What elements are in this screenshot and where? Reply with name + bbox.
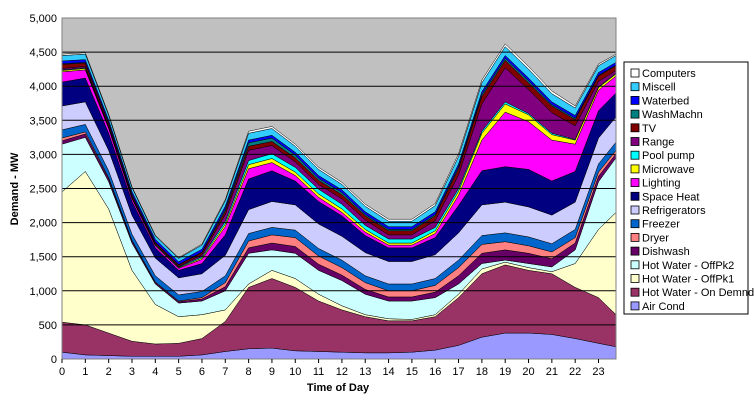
legend-swatch	[630, 137, 640, 146]
legend-swatch	[630, 246, 640, 256]
y-tick-label: 2,000	[29, 218, 57, 230]
y-tick-label: 4,500	[29, 47, 57, 59]
legend-label: Waterbed	[642, 95, 689, 107]
legend-swatch	[630, 301, 640, 311]
x-tick-label: 23	[592, 366, 604, 378]
y-tick-label: 500	[39, 320, 57, 332]
x-tick-label: 10	[289, 366, 301, 378]
x-tick-label: 8	[246, 366, 252, 378]
legend-swatch	[630, 109, 640, 119]
y-tick-label: 0	[51, 354, 57, 366]
legend-swatch	[630, 205, 640, 215]
legend-swatch	[630, 164, 640, 174]
legend-swatch	[630, 232, 640, 242]
x-tick-label: 3	[129, 366, 135, 378]
legend-label: Refrigerators	[642, 205, 706, 217]
x-tick-label: 4	[152, 366, 158, 378]
legend-label: Air Cond	[642, 301, 685, 313]
x-axis-title: Time of Day	[307, 382, 370, 394]
x-tick-label: 11	[313, 366, 324, 378]
legend-swatch	[630, 82, 640, 92]
legend-label: Space Heat	[642, 191, 699, 203]
legend-swatch	[630, 274, 640, 283]
x-tick-label: 5	[176, 366, 182, 378]
x-tick-label: 7	[222, 366, 228, 378]
y-tick-label: 2,500	[29, 184, 57, 196]
y-tick-label: 4,000	[29, 81, 57, 93]
legend-label: Lighting	[642, 178, 681, 190]
legend-label: WashMachn	[642, 109, 703, 121]
legend	[623, 61, 749, 315]
x-tick-label: 1	[82, 366, 88, 378]
legend-label: Range	[642, 137, 674, 149]
x-tick-label: 6	[199, 366, 205, 378]
legend-label: Hot Water - On Demnd	[642, 287, 754, 299]
legend-swatch	[630, 191, 640, 201]
x-tick-label: 18	[476, 366, 488, 378]
x-tick-label: 19	[499, 366, 511, 378]
x-tick-label: 21	[546, 366, 558, 378]
legend-label: Freezer	[642, 219, 680, 231]
legend-label: Dryer	[642, 232, 669, 244]
legend-swatch	[630, 287, 640, 297]
x-tick-label: 22	[569, 366, 581, 378]
legend-swatch	[630, 123, 640, 133]
x-tick-label: 9	[269, 366, 275, 378]
legend-label: Miscell	[642, 82, 676, 94]
legend-label: Hot Water - OffPk1	[642, 274, 734, 286]
x-tick-label: 2	[106, 366, 112, 378]
y-tick-label: 3,000	[29, 149, 57, 161]
y-tick-label: 5,000	[29, 13, 57, 25]
y-tick-label: 1,500	[29, 252, 57, 264]
legend-swatch	[630, 150, 640, 160]
x-tick-label: 0	[59, 366, 65, 378]
x-tick-label: 12	[336, 366, 348, 378]
y-tick-label: 1,000	[29, 286, 57, 298]
legend-label: Pool pump	[642, 150, 695, 162]
legend-swatch	[630, 178, 640, 188]
x-tick-label: 14	[382, 366, 394, 378]
legend-label: Microwave	[642, 164, 695, 176]
plot-border	[61, 17, 617, 360]
legend-swatch	[630, 68, 640, 78]
x-tick-label: 17	[452, 366, 464, 378]
legend-swatch	[630, 260, 640, 270]
legend-label: Dishwash	[642, 246, 690, 258]
legend-label: Hot Water - OffPk2	[642, 260, 734, 272]
y-axis-title: Demand - MW	[9, 152, 21, 225]
legend-label: TV	[642, 123, 657, 135]
x-tick-label: 20	[522, 366, 534, 378]
x-tick-label: 16	[429, 366, 441, 378]
legend-label: Computers	[642, 68, 696, 80]
y-tick-label: 3,500	[29, 115, 57, 127]
legend-swatch	[630, 219, 640, 229]
legend-swatch	[630, 96, 640, 105]
x-tick-label: 13	[359, 366, 371, 378]
x-tick-label: 15	[406, 366, 418, 378]
